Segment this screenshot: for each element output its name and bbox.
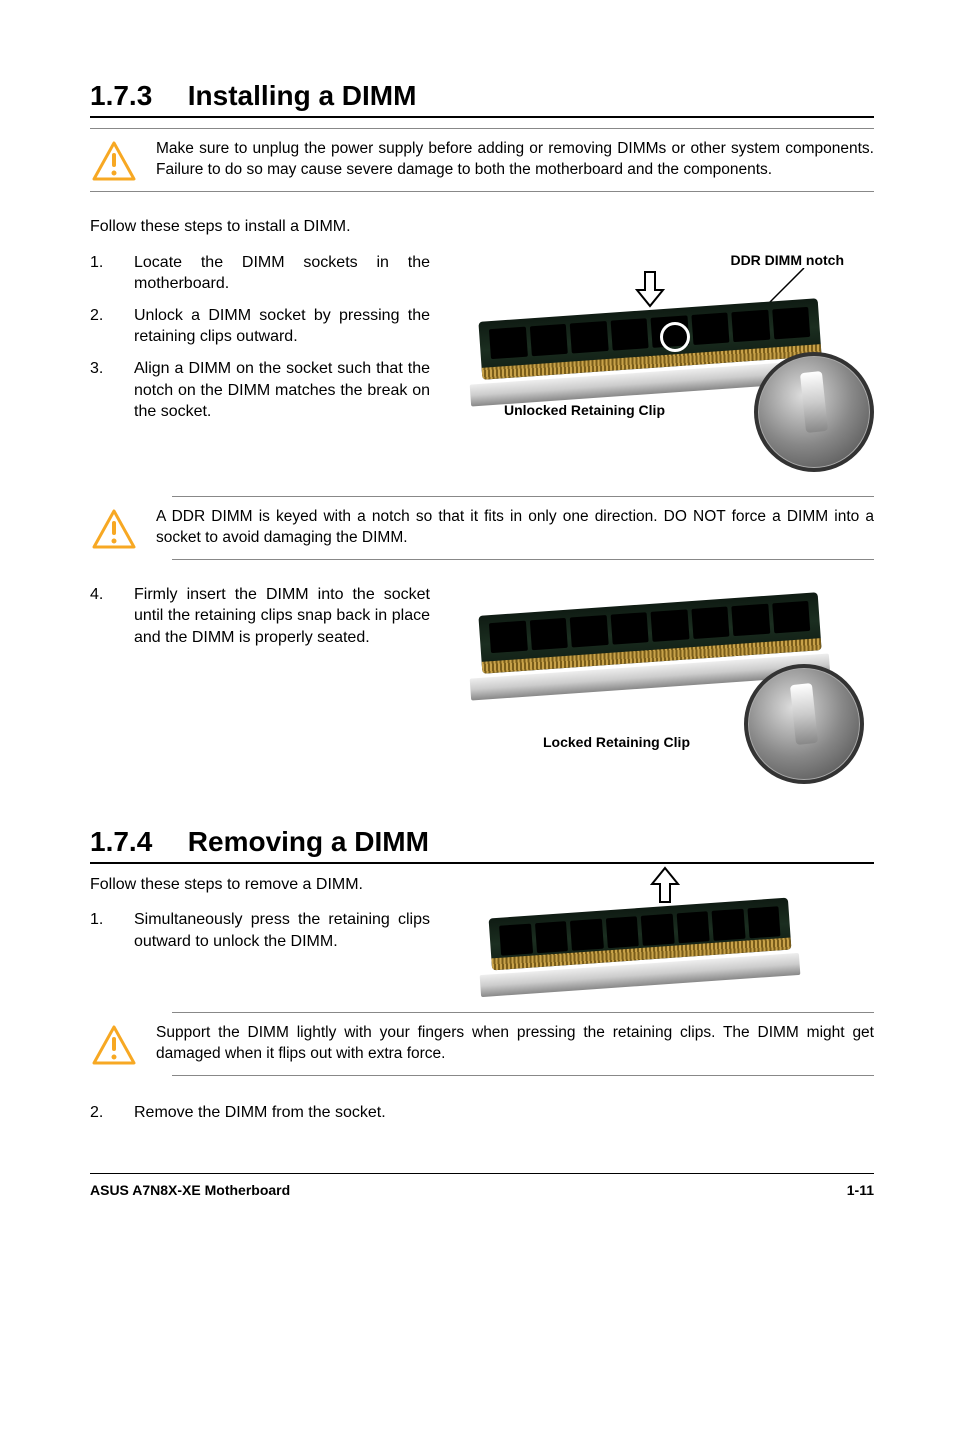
dimm-remove-figure <box>460 874 874 994</box>
step-item: 4.Firmly insert the DIMM into the socket… <box>90 584 430 649</box>
section-title: Removing a DIMM <box>188 826 429 857</box>
section-title: Installing a DIMM <box>188 80 417 111</box>
notch-circle <box>660 322 690 352</box>
section-number: 1.7.4 <box>90 826 180 858</box>
heading-rule <box>90 862 874 864</box>
clip-label: Unlocked Retaining Clip <box>500 402 665 418</box>
step-item: 2.Unlock a DIMM socket by pressing the r… <box>90 305 430 348</box>
section-number: 1.7.3 <box>90 80 180 112</box>
section-heading: 1.7.4 Removing a DIMM <box>90 826 874 858</box>
step-item: 1.Simultaneously press the retaining cli… <box>90 909 430 952</box>
caution-note: A DDR DIMM is keyed with a notch so that… <box>90 497 874 559</box>
caution-note: Support the DIMM lightly with your finge… <box>90 1013 874 1075</box>
caution-icon <box>90 507 138 549</box>
steps-figure-row: 4.Firmly insert the DIMM into the socket… <box>90 584 874 784</box>
step-list: 1.Simultaneously press the retaining cli… <box>90 909 430 952</box>
locked-clip-label: Locked Retaining Clip <box>470 734 690 750</box>
notch-label: DDR DIMM notch <box>730 252 844 268</box>
clip-detail-circle <box>754 352 874 472</box>
step-item: 3.Align a DIMM on the socket such that t… <box>90 358 430 423</box>
caution-icon <box>90 139 138 181</box>
step-item: 2.Remove the DIMM from the socket. <box>90 1102 874 1124</box>
step-item: 1.Locate the DIMM sockets in the motherb… <box>90 252 430 295</box>
dimm-locked-figure: Locked Retaining Clip <box>460 584 874 784</box>
clip-detail-circle <box>744 664 864 784</box>
caution-icon <box>90 1023 138 1065</box>
note-rule <box>172 559 874 560</box>
note-rule <box>172 1075 874 1076</box>
caution-text: Support the DIMM lightly with your finge… <box>156 1023 874 1065</box>
caution-text: A DDR DIMM is keyed with a notch so that… <box>156 507 874 549</box>
steps-figure-row: Follow these steps to remove a DIMM. 1.S… <box>90 874 874 994</box>
page-footer: ASUS A7N8X-XE Motherboard 1-11 <box>90 1173 874 1198</box>
caution-note: Make sure to unplug the power supply bef… <box>90 128 874 192</box>
section-heading: 1.7.3 Installing a DIMM <box>90 80 874 112</box>
footer-left: ASUS A7N8X-XE Motherboard <box>90 1182 290 1198</box>
step-list: 1.Locate the DIMM sockets in the motherb… <box>90 252 430 423</box>
intro-text: Follow these steps to remove a DIMM. <box>90 874 430 896</box>
intro-text: Follow these steps to install a DIMM. <box>90 216 874 238</box>
arrow-up-icon <box>650 866 680 906</box>
steps-figure-row: 1.Locate the DIMM sockets in the motherb… <box>90 252 874 472</box>
step-list: 2.Remove the DIMM from the socket. <box>90 1102 874 1124</box>
dimm-install-figure: DDR DIMM notch Unlocked Retaining Clip <box>460 252 874 472</box>
footer-right: 1-11 <box>847 1182 874 1198</box>
caution-text: Make sure to unplug the power supply bef… <box>156 139 874 181</box>
arrow-down-icon <box>635 270 665 310</box>
step-list: 4.Firmly insert the DIMM into the socket… <box>90 584 430 649</box>
heading-rule <box>90 116 874 118</box>
